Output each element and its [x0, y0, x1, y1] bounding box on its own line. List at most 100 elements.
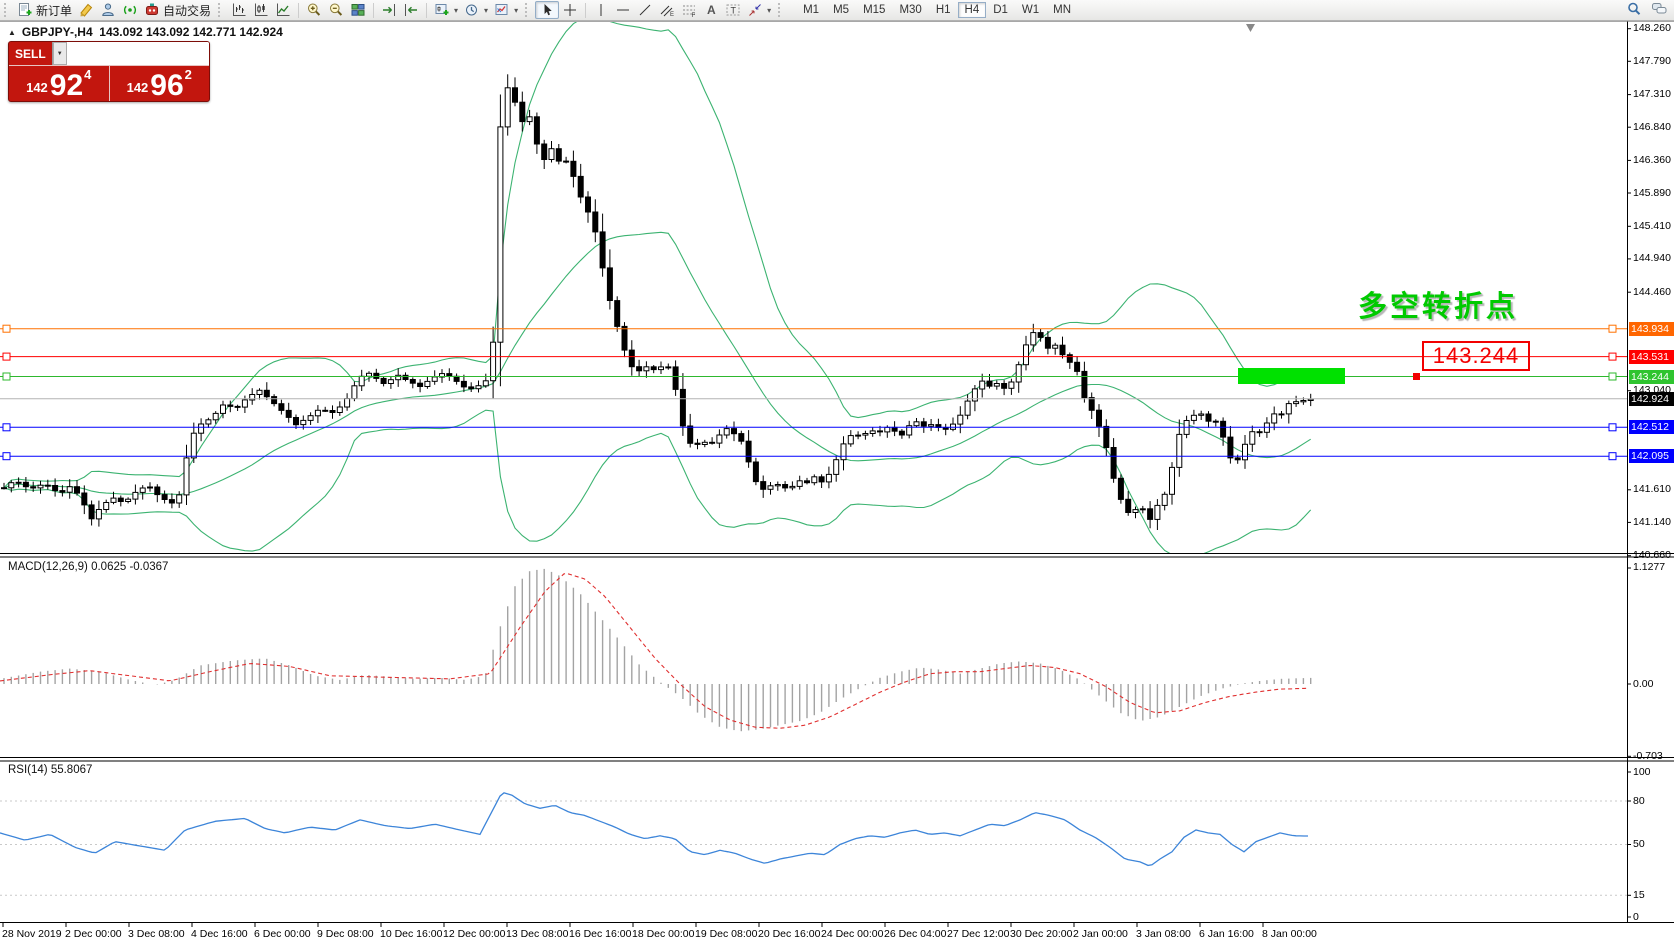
svg-text:E: E [670, 12, 674, 18]
text-label-tool-button[interactable]: T [722, 1, 744, 19]
toolbar-separator [426, 2, 428, 18]
channel-tool-button[interactable]: E [656, 1, 678, 19]
timeframe-d1-button[interactable]: D1 [993, 4, 1008, 16]
fibonacci-icon: F [681, 2, 697, 18]
volume-input[interactable] [66, 42, 209, 65]
hline-handle[interactable] [1608, 423, 1617, 432]
clock-icon [464, 2, 480, 18]
metaeditor-icon [78, 2, 94, 18]
horizontal-line-tool-button[interactable] [612, 1, 634, 19]
price-level-text-box[interactable]: 143.244 [1422, 341, 1530, 371]
hline-handle[interactable] [1608, 324, 1617, 333]
hline-handle[interactable] [1608, 352, 1617, 361]
toolbar-separator [585, 2, 587, 18]
sell-price[interactable]: 142 92 4 [9, 66, 109, 101]
sell-price-big: 92 [49, 69, 84, 102]
horizontal-line-icon [615, 2, 631, 18]
candlestick-chart-button[interactable] [250, 1, 272, 19]
symbol-ohlc-text: GBPJPY-,H4 143.092 143.092 142.771 142.9… [21, 25, 283, 39]
new-order-button[interactable]: 新订单 [14, 1, 75, 19]
arrows-tool-button[interactable]: ▾ [744, 1, 774, 19]
cursor-tool-button[interactable] [535, 1, 560, 19]
rsi-series [0, 792, 1308, 867]
line-chart-button[interactable] [272, 1, 294, 19]
zoom-in-icon [306, 2, 322, 18]
zoom-out-button[interactable] [325, 1, 347, 19]
timeframe-w1-button[interactable]: W1 [1021, 4, 1040, 16]
hline-handle[interactable] [1608, 452, 1617, 461]
buy-price[interactable]: 142 96 2 [108, 66, 210, 101]
volume-spinner: ▼ ▲ [51, 42, 209, 65]
timeframe-m15-button[interactable]: M15 [863, 4, 886, 16]
signals-button[interactable] [119, 1, 141, 19]
bar-chart-button[interactable] [228, 1, 250, 19]
arrows-icon [747, 2, 763, 18]
chat-button[interactable] [1651, 1, 1668, 20]
hline-handle[interactable] [2, 352, 11, 361]
macd-indicator-label: MACD(12,26,9) 0.0625 -0.0367 [8, 561, 169, 573]
price-box-handle[interactable] [1413, 373, 1420, 380]
timeframe-mn-button[interactable]: MN [1053, 4, 1072, 16]
timeframe-group: M1 M5 M15 M30 H1 H4 D1 W1 MN [796, 2, 1078, 18]
cursor-icon [539, 2, 555, 18]
trendline-tool-button[interactable] [634, 1, 656, 19]
new-order-label: 新订单 [36, 3, 73, 18]
dropdown-caret-icon: ▾ [514, 5, 519, 15]
text-tool-icon: A [703, 2, 719, 18]
indicators-icon [494, 2, 510, 18]
signal-icon [122, 2, 138, 18]
periods-button[interactable]: ▾ [461, 1, 491, 19]
timeframe-m30-button[interactable]: M30 [899, 4, 922, 16]
hline-handle[interactable] [1608, 372, 1617, 381]
auto-trading-icon [144, 2, 160, 18]
main-chart-series [1, 22, 1314, 553]
text-tool-button[interactable]: A [700, 1, 722, 19]
vertical-line-tool-button[interactable] [590, 1, 612, 19]
hline-handle[interactable] [2, 324, 11, 333]
hline-handle[interactable] [2, 423, 11, 432]
person-icon [100, 2, 116, 18]
toolbar: 新订单 自动交易 [0, 0, 1674, 21]
svg-text:A: A [707, 3, 716, 17]
one-click-top-row: SELL ▼ ▲ BUY [9, 42, 209, 66]
timeframe-m5-button[interactable]: M5 [833, 4, 850, 16]
crosshair-tool-button[interactable] [559, 1, 581, 19]
turning-point-annotation[interactable]: 多空转折点 [1358, 289, 1519, 323]
one-click-collapse-icon[interactable]: ▲ [8, 27, 16, 37]
tile-windows-icon [350, 2, 366, 18]
toolbar-separator [298, 2, 300, 18]
sell-button[interactable]: SELL [9, 42, 52, 65]
channel-icon: E [659, 2, 675, 18]
chart-shift-button[interactable] [400, 1, 422, 19]
hline-handle[interactable] [2, 372, 11, 381]
fibonacci-tool-button[interactable]: F [678, 1, 700, 19]
new-chart-button[interactable]: ▾ [431, 1, 461, 19]
search-button[interactable] [1626, 1, 1643, 20]
metaeditor-button[interactable] [75, 1, 97, 19]
svg-text:F: F [692, 13, 696, 18]
auto-scroll-icon [381, 2, 397, 18]
timeframe-h1-button[interactable]: H1 [935, 4, 951, 16]
candlestick-chart-icon [253, 2, 269, 18]
timeframe-h4-button[interactable]: H4 [957, 2, 987, 18]
sell-price-sup: 4 [84, 67, 92, 82]
accounts-button[interactable] [97, 1, 119, 19]
auto-trading-button[interactable]: 自动交易 [141, 1, 214, 19]
auto-scroll-button[interactable] [378, 1, 400, 19]
indicators-button[interactable]: ▾ [491, 1, 521, 19]
highlight-rectangle-object[interactable] [1238, 368, 1345, 384]
zoom-in-button[interactable] [303, 1, 325, 19]
text-label-icon: T [725, 2, 741, 18]
volume-decrease-button[interactable]: ▼ [52, 42, 67, 65]
hline-handle[interactable] [2, 452, 11, 461]
tile-windows-button[interactable] [347, 1, 369, 19]
dropdown-caret-icon: ▾ [454, 5, 459, 15]
toolbar-grip [525, 3, 531, 17]
dropdown-caret-icon: ▾ [484, 5, 489, 15]
toolbar-separator [373, 2, 375, 18]
dropdown-caret-icon: ▾ [767, 5, 772, 15]
new-order-icon [17, 2, 33, 18]
timeframe-m1-button[interactable]: M1 [803, 4, 820, 16]
